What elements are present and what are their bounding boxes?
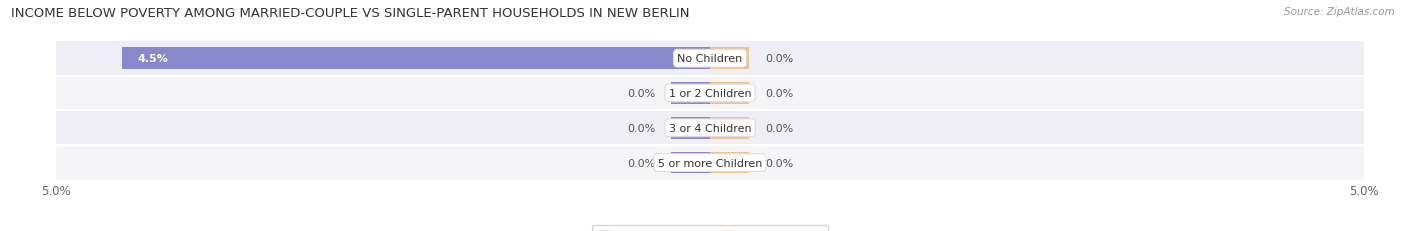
- Bar: [56, 111, 1364, 146]
- Text: 0.0%: 0.0%: [765, 54, 793, 64]
- Text: 1 or 2 Children: 1 or 2 Children: [669, 88, 751, 99]
- Bar: [56, 42, 1364, 76]
- Bar: [56, 76, 1364, 111]
- Text: 0.0%: 0.0%: [627, 88, 655, 99]
- Bar: [710, 152, 749, 174]
- Text: 0.0%: 0.0%: [627, 123, 655, 133]
- Text: 5 or more Children: 5 or more Children: [658, 158, 762, 168]
- Text: 3 or 4 Children: 3 or 4 Children: [669, 123, 751, 133]
- Bar: [710, 83, 749, 104]
- Legend: Married Couples, Single Parents: Married Couples, Single Parents: [592, 225, 828, 231]
- Bar: [671, 152, 710, 174]
- Text: 0.0%: 0.0%: [765, 88, 793, 99]
- Bar: [671, 83, 710, 104]
- Bar: [121, 48, 710, 70]
- Bar: [56, 146, 1364, 180]
- Text: Source: ZipAtlas.com: Source: ZipAtlas.com: [1284, 7, 1395, 17]
- Text: No Children: No Children: [678, 54, 742, 64]
- Text: 0.0%: 0.0%: [627, 158, 655, 168]
- Text: 4.5%: 4.5%: [138, 54, 169, 64]
- Text: 0.0%: 0.0%: [765, 123, 793, 133]
- Bar: [710, 118, 749, 139]
- Text: 0.0%: 0.0%: [765, 158, 793, 168]
- Text: INCOME BELOW POVERTY AMONG MARRIED-COUPLE VS SINGLE-PARENT HOUSEHOLDS IN NEW BER: INCOME BELOW POVERTY AMONG MARRIED-COUPL…: [11, 7, 690, 20]
- Bar: [671, 118, 710, 139]
- Bar: [710, 48, 749, 70]
